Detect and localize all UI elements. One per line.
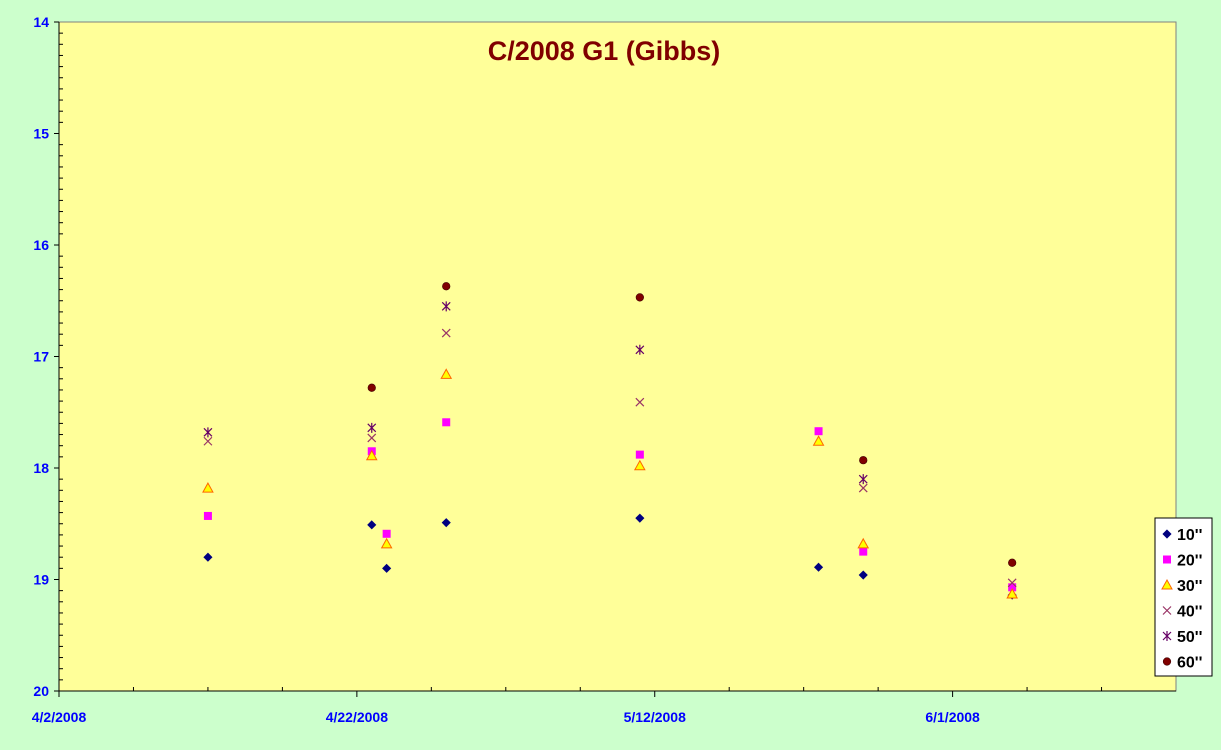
data-point: [367, 520, 377, 530]
series-4: [203, 301, 868, 485]
plot-area: [58, 21, 1177, 692]
legend-label: 10'': [1177, 527, 1202, 544]
chart-title: C/2008 G1 (Gibbs): [488, 36, 721, 66]
legend-label: 30'': [1177, 578, 1202, 595]
x-tick-label: 4/2/2008: [32, 709, 87, 725]
data-point: [380, 537, 393, 549]
data-point: [367, 433, 377, 443]
legend-label: 40'': [1177, 604, 1202, 621]
data-point: [203, 436, 213, 446]
y-tick-label: 19: [33, 572, 49, 588]
data-point: [633, 459, 646, 471]
data-point: [367, 422, 377, 433]
data-point: [814, 427, 823, 436]
data-point: [858, 483, 868, 493]
x-tick-label: 6/1/2008: [925, 709, 980, 725]
x-axis: 4/2/2008 4/22/2008 5/12/2008 6/1/2008: [32, 687, 1176, 725]
data-point: [635, 344, 645, 355]
data-point: [857, 537, 870, 549]
series-2: [202, 368, 1019, 599]
data-point: [442, 282, 451, 291]
legend-marker: [1161, 578, 1173, 590]
y-tick-label: 16: [33, 237, 49, 253]
data-point: [441, 301, 451, 312]
y-tick-label: 20: [33, 683, 49, 699]
data-point: [202, 482, 214, 493]
data-point: [203, 552, 213, 562]
x-tick-label: 5/12/2008: [624, 709, 686, 725]
legend-marker: [1162, 529, 1172, 539]
data-point: [812, 435, 825, 446]
legend-marker: [1162, 631, 1172, 641]
data-point: [813, 562, 824, 572]
data-point: [1008, 558, 1017, 567]
data-point: [1008, 583, 1017, 592]
data-point: [442, 418, 451, 427]
data-point: [203, 511, 212, 520]
data-point: [1006, 587, 1019, 599]
legend-label: 60'': [1177, 655, 1202, 672]
data-point: [203, 427, 213, 438]
data-point: [365, 449, 378, 461]
data-point: [1007, 578, 1017, 588]
data-point: [859, 456, 868, 465]
legend: 10'' 20'' 30'' 40'' 50'' 60'': [1154, 517, 1213, 677]
legend-marker: [1163, 555, 1171, 564]
data-point: [635, 450, 644, 459]
data-point: [858, 570, 868, 580]
data-point: [440, 368, 453, 379]
legend-label: 20'': [1177, 553, 1202, 570]
data-point: [859, 547, 868, 556]
y-tick-label: 18: [33, 460, 49, 476]
series-layer: [202, 282, 1019, 600]
data-point: [441, 518, 451, 528]
series-3: [203, 328, 1017, 588]
data-point: [367, 383, 376, 392]
series-5: [367, 282, 1017, 567]
legend-label: 50'': [1177, 629, 1202, 646]
data-point: [382, 529, 391, 538]
legend-box: [1154, 517, 1213, 677]
y-tick-label: 14: [33, 14, 49, 30]
legend-marker: [1162, 606, 1172, 615]
data-point: [382, 563, 392, 573]
data-point: [635, 293, 644, 302]
data-point: [635, 397, 645, 407]
x-tick-label: 4/22/2008: [326, 709, 388, 725]
y-tick-label: 15: [33, 126, 49, 142]
data-point: [441, 328, 451, 338]
y-tick-label: 17: [33, 349, 49, 365]
legend-marker: [1162, 657, 1172, 666]
data-point: [858, 474, 868, 485]
data-point: [635, 513, 645, 523]
y-axis: 14 15 16 17 18 19 20: [33, 14, 63, 699]
